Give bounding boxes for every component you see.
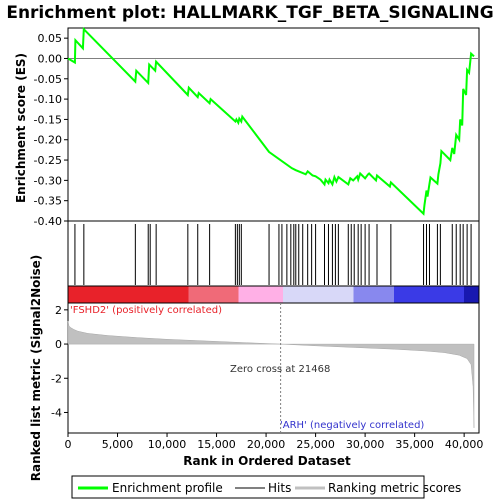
metric-x-tick-label: 0 [65, 438, 72, 451]
rank-gradient-bar [67, 285, 480, 304]
ranked-metric-panel: 2 0 -2 -4 0 5,000 10,000 15,000 20,000 25,000 30,… [29, 255, 483, 482]
es-y-axis-label: Enrichment score (ES) [14, 53, 28, 203]
es-y-tick-label: 0.05 [38, 32, 63, 45]
metric-y-ticks: 2 0 -2 -4 [51, 304, 68, 419]
metric-x-tick-label: 35,000 [395, 438, 434, 451]
legend-box [71, 475, 425, 499]
rank-color-bar [67, 285, 480, 304]
metric-x-tick-label: 25,000 [296, 438, 335, 451]
legend-ranking-label: Ranking metric scores [328, 481, 461, 495]
es-plot-frame [67, 27, 480, 222]
metric-x-tick-label: 15,000 [197, 438, 236, 451]
metric-x-ticks: 0 5,000 10,000 15,000 20,000 25,000 30,000 35,0… [65, 433, 484, 451]
metric-x-tick-label: 40,000 [445, 438, 484, 451]
enrichment-profile-line [67, 26, 475, 216]
metric-x-axis-label: Rank in Ordered Dataset [183, 454, 351, 468]
legend: Enrichment profile Hits Ranking metric s… [71, 475, 461, 499]
es-y-tick-label: 0.00 [38, 52, 63, 65]
metric-y-tick-label: 2 [55, 304, 62, 317]
metric-y-axis-label: Ranked list metric (Signal2Noise) [29, 255, 43, 482]
zero-cross-label: Zero cross at 21468 [230, 364, 330, 375]
enrichment-score-panel: 0.05 0.00 -0.05 -0.10 -0.15 -0.20 -0.25 -0.30 -0… [14, 26, 480, 228]
hit-lines [74, 224, 472, 285]
metric-x-tick-label: 30,000 [346, 438, 385, 451]
metric-x-tick-label: 10,000 [148, 438, 187, 451]
es-y-tick-label: -0.30 [34, 174, 62, 187]
es-y-tick-label: -0.20 [34, 134, 62, 147]
chart-title: Enrichment plot: HALLMARK_TGF_BETA_SIGNA… [6, 3, 493, 23]
metric-frame [67, 302, 480, 434]
es-y-tick-label: -0.40 [34, 215, 62, 228]
hits-panel [67, 220, 480, 287]
es-y-tick-label: -0.35 [34, 195, 62, 208]
metric-x-tick-label: 20,000 [247, 438, 286, 451]
legend-hits-label: Hits [268, 481, 291, 495]
metric-x-tick-label: 5,000 [102, 438, 134, 451]
es-y-ticks: 0.05 0.00 -0.05 -0.10 -0.15 -0.20 -0.25 -0.30 -0… [34, 32, 68, 228]
hits-frame [67, 220, 480, 287]
metric-y-tick-label: 0 [55, 338, 62, 351]
es-y-tick-label: -0.25 [34, 154, 62, 167]
legend-enrichment-label: Enrichment profile [112, 481, 223, 495]
metric-y-tick-label: -4 [51, 406, 62, 419]
metric-y-tick-label: -2 [51, 372, 62, 385]
positive-correlation-label: 'FSHD2' (positively correlated) [70, 305, 222, 316]
es-y-tick-label: -0.15 [34, 113, 62, 126]
es-y-tick-label: -0.05 [34, 73, 62, 86]
es-y-tick-label: -0.10 [34, 93, 62, 106]
negative-correlation-label: 'ARH' (negatively correlated) [280, 420, 424, 431]
